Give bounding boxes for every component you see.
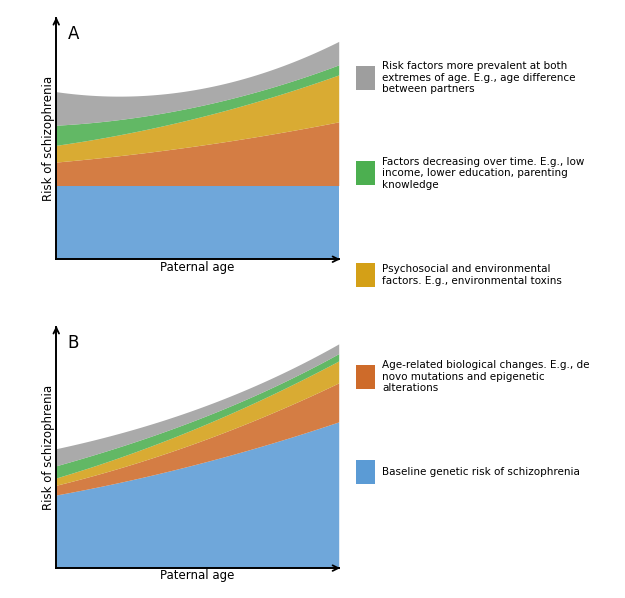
Text: Risk factors more prevalent at both
extremes of age. E.g., age difference
betwee: Risk factors more prevalent at both extr… [382, 61, 576, 94]
Text: A: A [68, 25, 79, 43]
X-axis label: Paternal age: Paternal age [160, 261, 234, 274]
X-axis label: Paternal age: Paternal age [160, 569, 234, 582]
Text: Factors decreasing over time. E.g., low
income, lower education, parenting
knowl: Factors decreasing over time. E.g., low … [382, 157, 584, 190]
Text: Psychosocial and environmental
factors. E.g., environmental toxins: Psychosocial and environmental factors. … [382, 264, 562, 286]
Y-axis label: Risk of schizophrenia: Risk of schizophrenia [42, 385, 55, 510]
Text: Baseline genetic risk of schizophrenia: Baseline genetic risk of schizophrenia [382, 468, 580, 477]
Text: Age-related biological changes. E.g., de
novo mutations and epigenetic
alteratio: Age-related biological changes. E.g., de… [382, 360, 590, 393]
Text: B: B [68, 334, 79, 352]
Y-axis label: Risk of schizophrenia: Risk of schizophrenia [42, 76, 55, 201]
